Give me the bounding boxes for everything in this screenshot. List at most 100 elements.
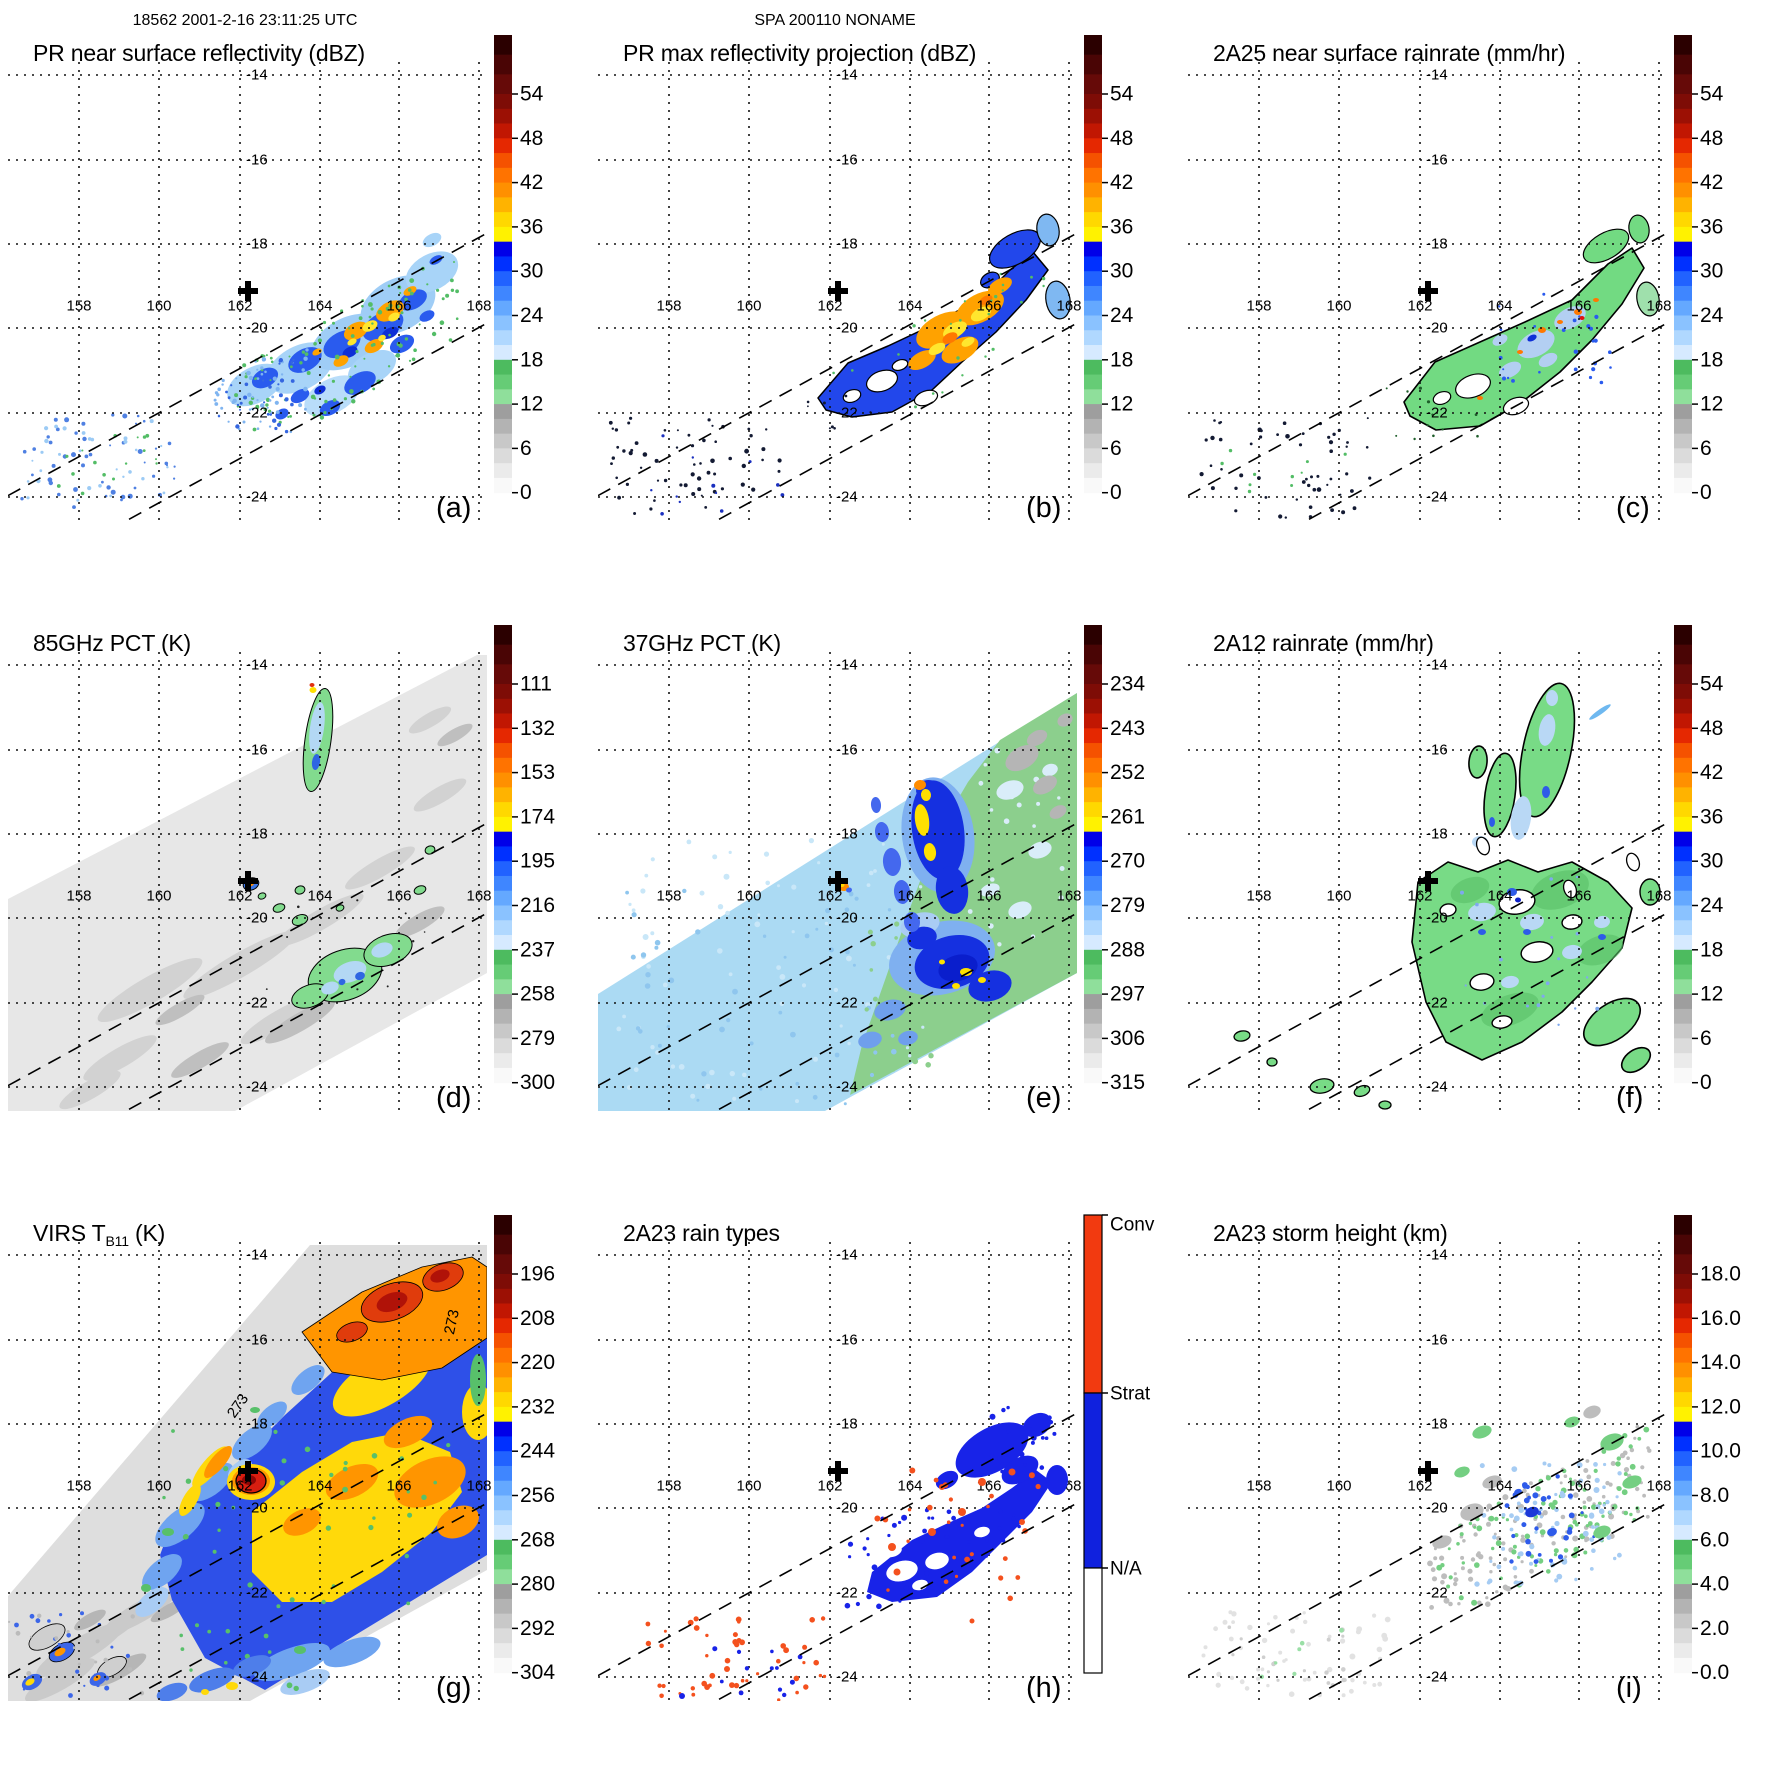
lat-label: -22 bbox=[246, 405, 268, 422]
map-data bbox=[1199, 214, 1660, 519]
lon-label: 166 bbox=[1566, 298, 1591, 315]
colorbar-tick-label: 261 bbox=[1110, 805, 1145, 828]
lat-label: -18 bbox=[246, 236, 268, 253]
colorbar-tick-label: 8.0 bbox=[1700, 1484, 1729, 1507]
lon-label: 162 bbox=[1407, 888, 1432, 905]
header-orbit-timestamp: 18562 2001-2-16 23:11:25 UTC bbox=[132, 12, 358, 29]
colorbar-tick-label: 54 bbox=[1700, 673, 1724, 696]
storm-center-cross-marker bbox=[828, 871, 848, 891]
colorbar-tick-label: 234 bbox=[1110, 673, 1145, 696]
storm-center-cross-marker bbox=[238, 281, 258, 301]
lat-label: -16 bbox=[1426, 1332, 1448, 1349]
panel-letter: (f) bbox=[1616, 1082, 1644, 1114]
map-tick-labels: 158 160 162 164 166 168 -14 -16 -18 -20 -22 -24 bbox=[1246, 657, 1671, 1096]
lat-label: -22 bbox=[836, 405, 858, 422]
lat-label: -22 bbox=[246, 1585, 268, 1602]
lat-label: -18 bbox=[246, 826, 268, 843]
colorbar-tick-label: 0 bbox=[1700, 1071, 1712, 1094]
map-tick-labels: 158 160 162 164 166 168 -14 -16 -18 -20 -22 -24 bbox=[66, 1247, 491, 1686]
lat-label: -14 bbox=[836, 657, 858, 674]
colorbar: 18.0 16.0 14.0 12.0 10.0 8.0 6.0 4.0 2.0 0.0 bbox=[1674, 1215, 1741, 1684]
map-data bbox=[1201, 1405, 1652, 1698]
colorbar-tick-label: 36 bbox=[1700, 215, 1723, 238]
panel-letter: (d) bbox=[436, 1082, 472, 1114]
panel-c-map: 158 160 162 164 166 168 -14 -16 -18 -20 -22 -24 54 48… bbox=[1188, 35, 1724, 521]
lat-label: -16 bbox=[246, 1332, 268, 1349]
colorbar-tick-label: 48 bbox=[1110, 127, 1133, 150]
colorbar-tick-label: 268 bbox=[520, 1528, 555, 1551]
colorbar-tick-label: 0 bbox=[1110, 481, 1122, 504]
temperature-contour-label: 273 bbox=[441, 1308, 463, 1336]
panel-title: 2A23 storm height (km) bbox=[1213, 1220, 1448, 1246]
lat-label: -20 bbox=[1426, 1500, 1448, 1517]
colorbar-tick-label: 0.0 bbox=[1700, 1661, 1729, 1684]
lat-label: -20 bbox=[836, 910, 858, 927]
colorbar-tick-label: 0 bbox=[1700, 481, 1712, 504]
lon-label: 162 bbox=[817, 298, 842, 315]
colorbar-tick-label: 18.0 bbox=[1700, 1263, 1741, 1286]
colorbar-tick-label: 292 bbox=[520, 1617, 555, 1640]
lon-label: 160 bbox=[736, 888, 761, 905]
lat-label: -14 bbox=[1426, 657, 1448, 674]
colorbar-tick-label: 48 bbox=[1700, 717, 1723, 740]
colorbar: 54 48 42 36 30 24 18 12 6 0 bbox=[1084, 35, 1134, 504]
lat-label: -16 bbox=[836, 742, 858, 759]
lon-label: 164 bbox=[1487, 888, 1512, 905]
panel-b: 158 160 162 164 166 168 -14 -16 -18 -20 -22 -24 54 48… bbox=[590, 0, 1181, 591]
lat-label: -24 bbox=[1426, 1669, 1448, 1686]
colorbar-tick-label: 36 bbox=[520, 215, 543, 238]
colorbar-tick-label: 232 bbox=[520, 1395, 555, 1418]
storm-center-cross-marker bbox=[1418, 1461, 1438, 1481]
colorbar-tick-label: 195 bbox=[520, 850, 555, 873]
lon-label: 164 bbox=[897, 888, 922, 905]
colorbar-tick-label: 252 bbox=[1110, 761, 1145, 784]
lon-label: 166 bbox=[386, 1478, 411, 1495]
lon-label: 168 bbox=[1056, 888, 1081, 905]
lon-label: 166 bbox=[386, 298, 411, 315]
map-data bbox=[608, 213, 1071, 516]
lat-label: -24 bbox=[246, 1079, 268, 1096]
lat-label: -20 bbox=[1426, 910, 1448, 927]
map-tick-labels: 158 160 162 164 166 168 -14 -16 -18 -20 -22 -24 bbox=[656, 657, 1081, 1096]
lon-label: 158 bbox=[66, 1478, 91, 1495]
lat-label: -20 bbox=[246, 320, 268, 337]
colorbar-tick-label: 280 bbox=[520, 1573, 555, 1596]
colorbar-tick-label: 6 bbox=[520, 437, 532, 460]
colorbar-category-label: Conv bbox=[1110, 1215, 1155, 1236]
colorbar: 111 132 153 174 195 216 237 258 279 300 bbox=[494, 625, 555, 1094]
colorbar-tick-label: 279 bbox=[520, 1027, 555, 1050]
lat-label: -16 bbox=[836, 152, 858, 169]
panel-title: 2A12 rainrate (mm/hr) bbox=[1213, 630, 1434, 656]
colorbar-tick-label: 208 bbox=[520, 1307, 555, 1330]
lat-label: -20 bbox=[836, 320, 858, 337]
panel-b-map: 158 160 162 164 166 168 -14 -16 -18 -20 -22 -24 54 48… bbox=[598, 35, 1134, 521]
lon-label: 168 bbox=[1056, 298, 1081, 315]
map-tick-labels: 158 160 162 164 166 168 -14 -16 -18 -20 -22 -24 bbox=[656, 67, 1081, 506]
colorbar-tick-label: 42 bbox=[1700, 171, 1723, 194]
lat-label: -14 bbox=[836, 67, 858, 84]
lon-label: 162 bbox=[227, 298, 252, 315]
lon-label: 168 bbox=[1646, 298, 1671, 315]
colorbar-tick-label: 0 bbox=[520, 481, 532, 504]
colorbar-tick-label: 2.0 bbox=[1700, 1617, 1729, 1640]
lon-label: 164 bbox=[307, 1478, 332, 1495]
colorbar-tick-label: 270 bbox=[1110, 850, 1145, 873]
lon-label: 162 bbox=[817, 888, 842, 905]
colorbar-tick-label: 12.0 bbox=[1700, 1395, 1741, 1418]
colorbar-tick-label: 315 bbox=[1110, 1071, 1145, 1094]
lon-label: 168 bbox=[466, 298, 491, 315]
lat-label: -20 bbox=[246, 910, 268, 927]
lat-label: -24 bbox=[246, 1669, 268, 1686]
lat-label: -18 bbox=[836, 826, 858, 843]
lat-label: -22 bbox=[1426, 1585, 1448, 1602]
lon-label: 160 bbox=[146, 298, 171, 315]
colorbar-tick-label: 174 bbox=[520, 805, 555, 828]
panel-f: 158 160 162 164 166 168 -14 -16 -18 -20 -22 -24 54 48… bbox=[1180, 590, 1771, 1181]
lon-label: 158 bbox=[1246, 888, 1271, 905]
lat-label: -14 bbox=[1426, 67, 1448, 84]
lat-label: -20 bbox=[1426, 320, 1448, 337]
colorbar-tick-label: 6.0 bbox=[1700, 1528, 1729, 1551]
lat-label: -18 bbox=[1426, 826, 1448, 843]
panel-letter: (e) bbox=[1026, 1082, 1062, 1114]
lat-label: -18 bbox=[1426, 236, 1448, 253]
